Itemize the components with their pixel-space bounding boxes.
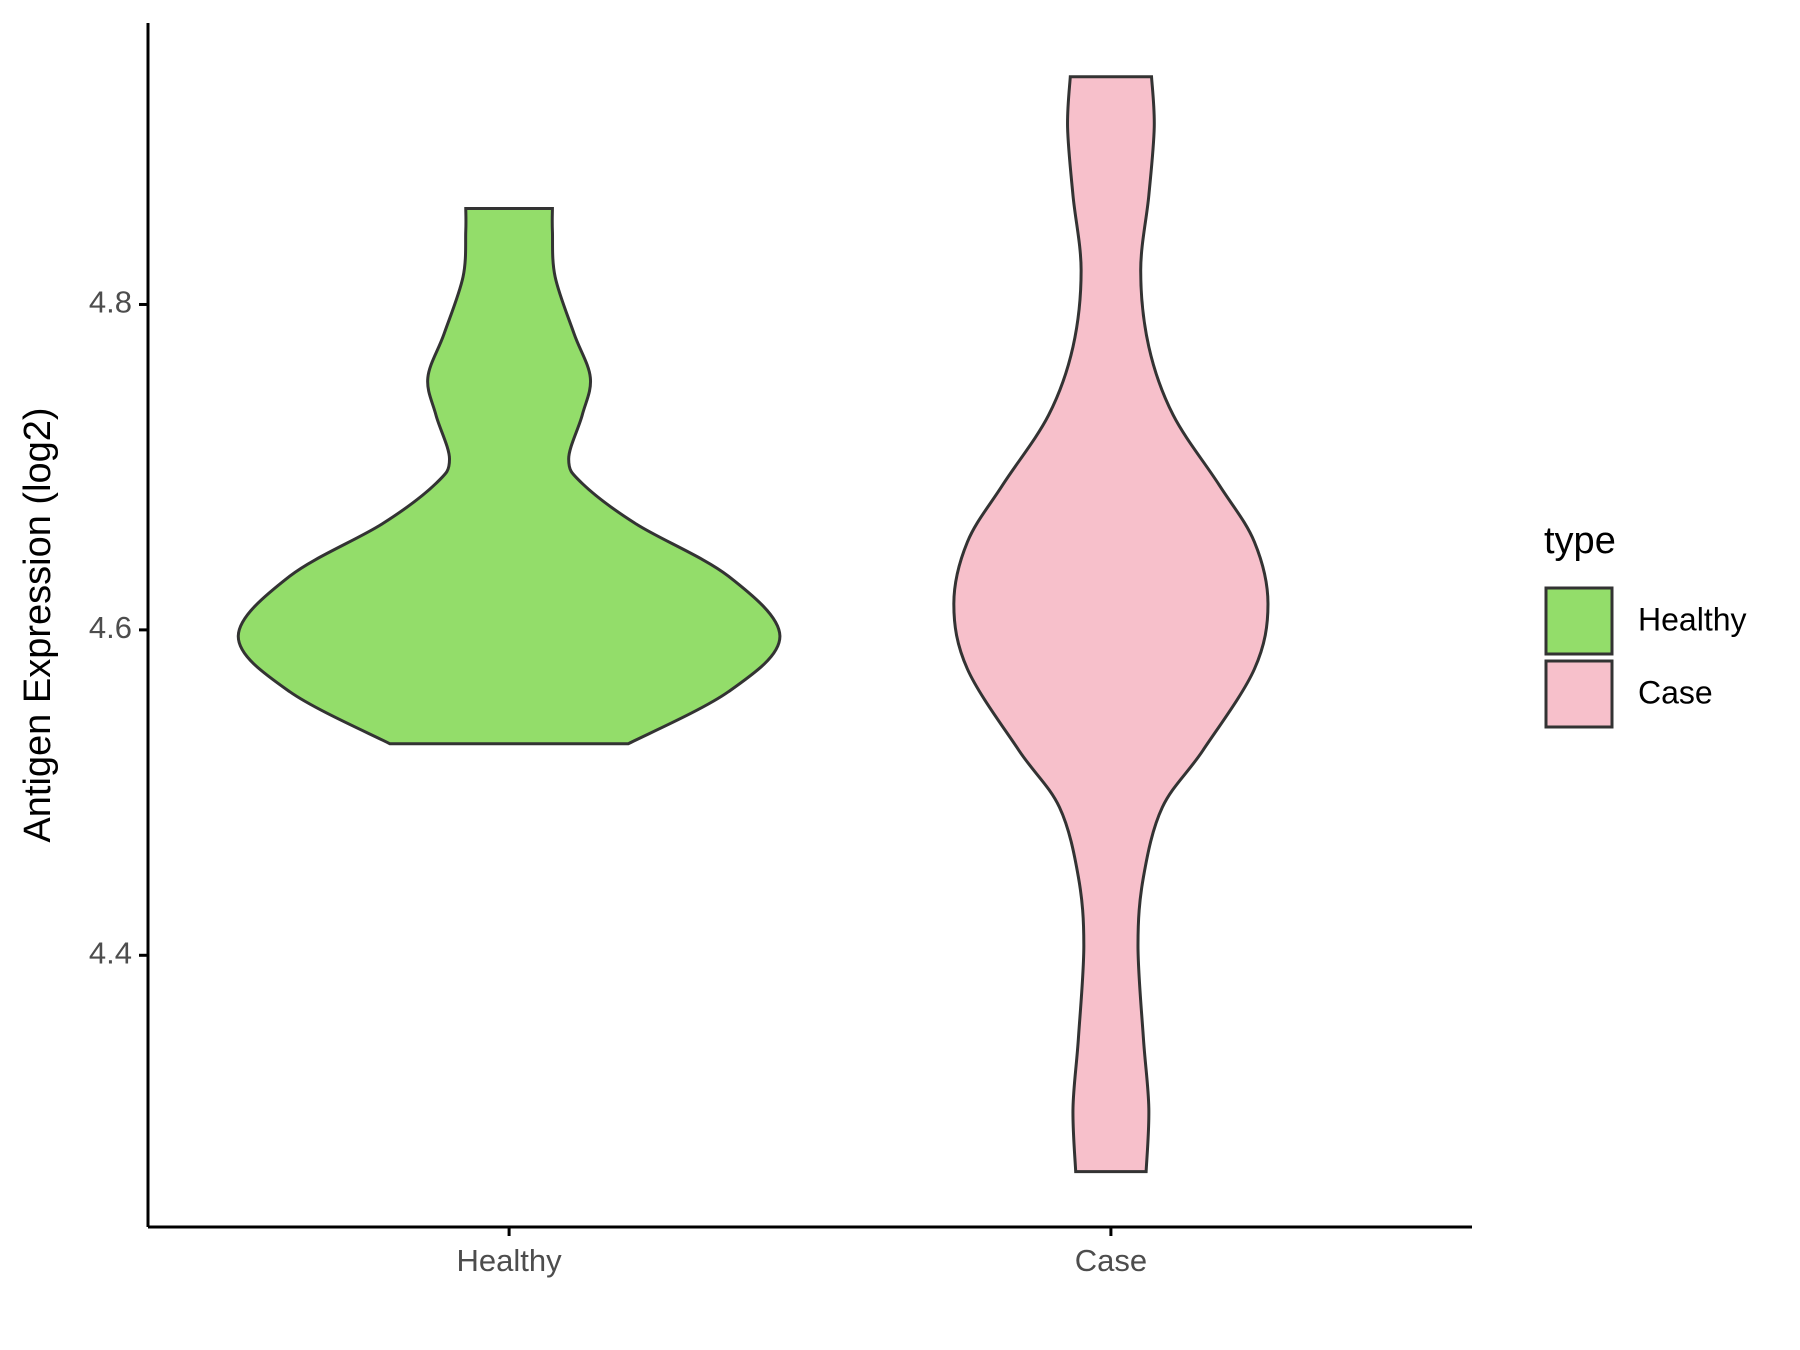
legend-label: Healthy (1638, 601, 1747, 637)
x-tick-label: Healthy (457, 1243, 563, 1278)
legend-key (1544, 659, 1614, 729)
y-tick-label: 4.8 (89, 285, 132, 320)
x-tick-label: Case (1075, 1243, 1147, 1278)
legend-key (1544, 586, 1614, 656)
y-axis-title: Antigen Expression (log2) (17, 407, 59, 842)
legend-title: type (1544, 520, 1616, 562)
y-tick-label: 4.4 (89, 935, 132, 970)
y-tick-label: 4.6 (89, 610, 132, 645)
legend-label: Case (1638, 674, 1713, 710)
violin (952, 75, 1270, 1174)
violin (236, 206, 782, 746)
